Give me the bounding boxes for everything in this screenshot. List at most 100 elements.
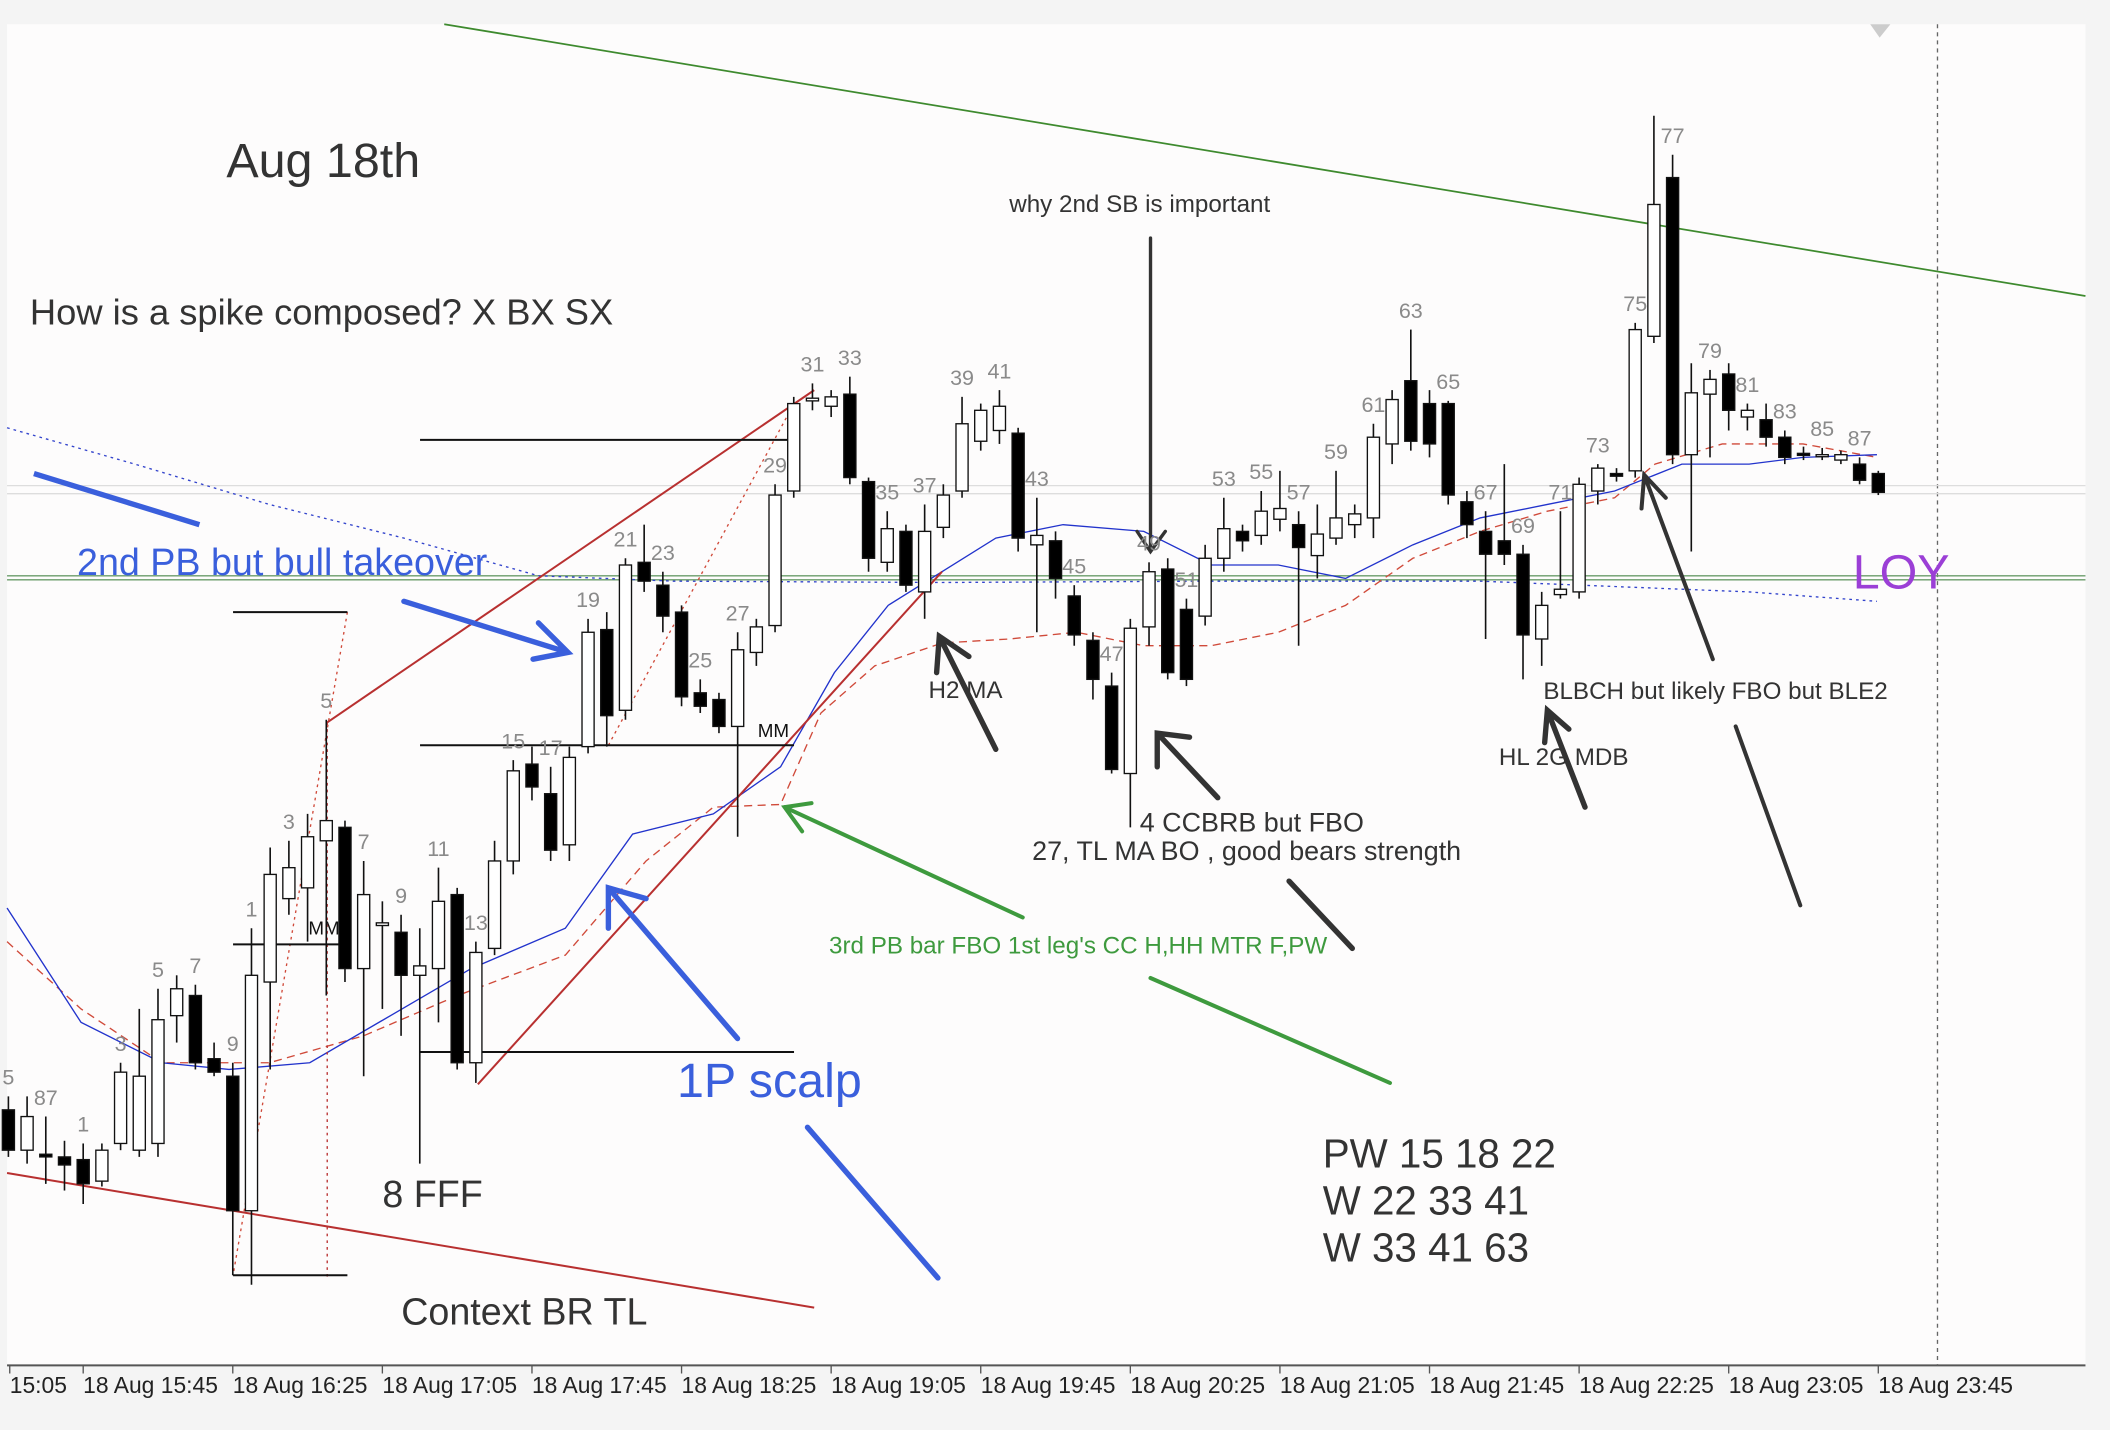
candle-body xyxy=(1665,176,1680,456)
bar-count-label: 11 xyxy=(427,837,449,861)
bar-count-label: 13 xyxy=(464,911,488,935)
candle-body xyxy=(712,698,726,728)
candle-body xyxy=(1329,517,1343,539)
arrow xyxy=(401,598,574,662)
candle-body xyxy=(1628,328,1642,472)
x-tick-label: 18 Aug 16:25 xyxy=(233,1372,368,1398)
candle-body xyxy=(1721,373,1736,411)
bar-count-label: 81 xyxy=(1735,373,1759,397)
bar-count-label: 41 xyxy=(987,359,1011,383)
candle-body xyxy=(880,528,894,563)
candle-body xyxy=(132,1075,147,1151)
annotation: 3rd PB bar FBO 1st leg's CC H,HH MTR F,P… xyxy=(829,932,1327,959)
candle-body xyxy=(656,584,670,617)
annotation: H2 MA xyxy=(929,677,1004,704)
arrow xyxy=(781,801,1392,1085)
candle-body xyxy=(787,402,801,492)
arrow xyxy=(1541,704,1588,810)
candle-body xyxy=(1647,203,1661,337)
x-tick-label: 18 Aug 21:05 xyxy=(1280,1372,1415,1398)
candle-body xyxy=(1030,534,1044,546)
candle-body xyxy=(244,974,259,1212)
candle-body xyxy=(1497,540,1512,555)
arrow xyxy=(1733,724,1803,908)
candle-body xyxy=(562,756,577,846)
annotation: Context BR TL xyxy=(401,1290,647,1332)
annotation: 1P scalp xyxy=(677,1054,862,1108)
candles xyxy=(1,115,1886,1285)
candle-body xyxy=(1142,571,1156,628)
bar-count-label: 87 xyxy=(34,1086,58,1110)
chart-subtitle: How is a spike composed? X BX SX xyxy=(30,291,613,332)
annotation: PW 15 18 22 xyxy=(1323,1131,1556,1177)
candle-body xyxy=(974,409,988,442)
candle-body xyxy=(805,397,820,402)
bar-count-label: 79 xyxy=(1698,339,1722,363)
x-tick-label: 18 Aug 20:25 xyxy=(1130,1372,1265,1398)
candle-body xyxy=(1460,501,1474,526)
candle-body xyxy=(188,994,203,1064)
x-tick-label: 18 Aug 23:45 xyxy=(1878,1372,2013,1398)
x-tick-label: 18 Aug 18:25 xyxy=(682,1372,817,1398)
bar-count-label: 87 xyxy=(1848,427,1872,451)
candle-body xyxy=(1123,627,1138,775)
candle-body xyxy=(1161,568,1175,674)
x-tick-label: 18 Aug 21:45 xyxy=(1430,1372,1565,1398)
candle-body xyxy=(469,951,483,1064)
annotation: 8 FFF xyxy=(382,1173,482,1215)
candle-body xyxy=(20,1115,34,1151)
trend-line xyxy=(444,23,2086,297)
candle-body xyxy=(1011,432,1025,539)
candle-body xyxy=(1516,553,1530,636)
arrows xyxy=(401,236,1803,1281)
annotation: LOY xyxy=(1853,546,1950,600)
bar-count-label: 23 xyxy=(651,541,675,565)
candle-body xyxy=(1534,604,1549,640)
bar-count-label: 1 xyxy=(245,897,257,921)
candle-body xyxy=(824,396,838,407)
candle-body xyxy=(57,1156,72,1166)
annotation: MM xyxy=(308,918,339,939)
candle-body xyxy=(1591,467,1605,492)
candle-body xyxy=(487,860,502,950)
plot-area xyxy=(7,24,2086,1366)
candle-body xyxy=(600,628,614,717)
bar-count-label: 19 xyxy=(576,588,600,612)
candle-body xyxy=(113,1071,128,1145)
blue-stroke xyxy=(33,470,201,528)
candle-body xyxy=(1048,540,1063,580)
bar-count-label: 39 xyxy=(950,366,974,390)
bar-count-label: 51 xyxy=(1174,568,1198,592)
bar-count-label: 47 xyxy=(1100,642,1124,666)
candle-body xyxy=(768,494,782,627)
bar-count-label: 7 xyxy=(189,954,201,978)
bar-count-label: 77 xyxy=(1661,124,1685,148)
candle-body xyxy=(543,793,558,851)
candle-body xyxy=(207,1058,221,1073)
x-tick-label: 15:05 xyxy=(10,1372,67,1398)
candle-body xyxy=(1235,530,1250,542)
x-tick-label: 18 Aug 15:45 xyxy=(83,1372,218,1398)
candle-body xyxy=(899,530,913,586)
candle-body xyxy=(151,1019,165,1145)
bar-count-label: 53 xyxy=(1212,467,1236,491)
bar-count-label: 17 xyxy=(539,736,563,760)
bar-count-label: 69 xyxy=(1511,514,1535,538)
candle-body xyxy=(1441,402,1455,496)
annotation: why 2nd SB is important xyxy=(1008,191,1270,218)
arrow xyxy=(1286,878,1355,952)
candle-body xyxy=(413,965,427,976)
bar-count-label: 25 xyxy=(688,649,712,673)
candle-body xyxy=(226,1075,240,1212)
bar-count-label: 83 xyxy=(1773,400,1797,424)
arrow xyxy=(1639,470,1715,662)
candle-body xyxy=(1347,513,1362,526)
measure-line xyxy=(607,403,795,746)
candle-body xyxy=(263,873,277,983)
x-tick-label: 18 Aug 23:05 xyxy=(1729,1372,1864,1398)
candle-body xyxy=(1086,639,1100,681)
annotation: W 22 33 41 xyxy=(1323,1178,1529,1224)
candle-body xyxy=(1759,419,1773,438)
candle-body xyxy=(1067,595,1081,636)
